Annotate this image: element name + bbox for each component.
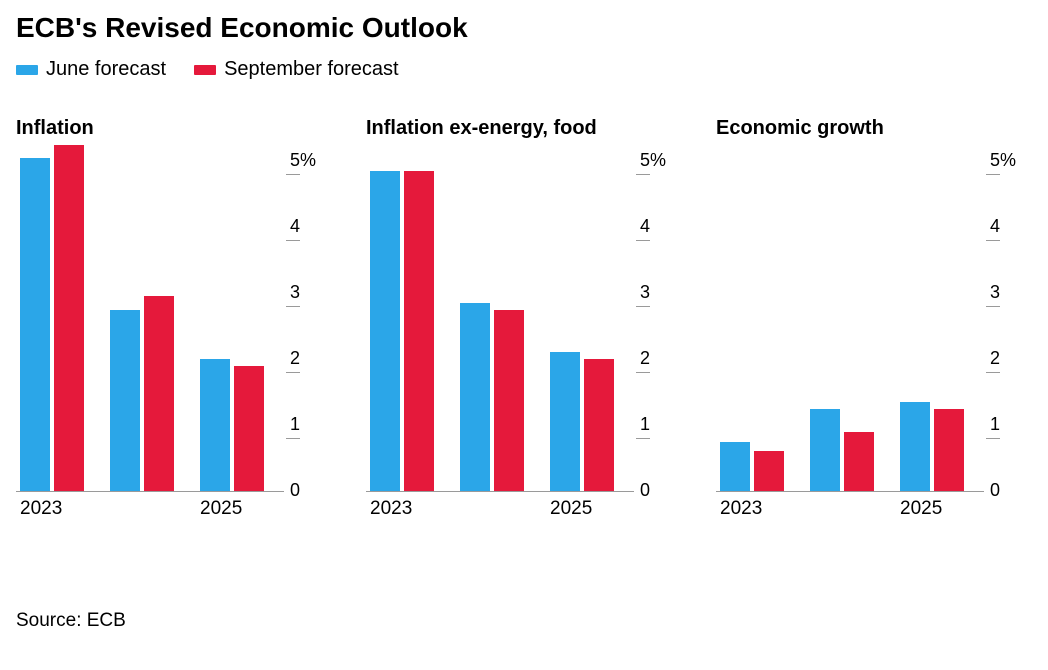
source-text: Source: ECB — [16, 610, 1032, 632]
bar-group — [20, 145, 84, 492]
y-axis: 012345% — [634, 162, 676, 492]
legend-item: June forecast — [16, 58, 166, 81]
legend-swatch — [16, 65, 38, 75]
bar-june — [550, 352, 580, 491]
y-tick-mark — [286, 372, 300, 373]
panel-title: Inflation ex-energy, food — [366, 117, 676, 140]
plot-area — [16, 162, 284, 492]
bar-september — [144, 296, 174, 491]
chart-area: 012345% — [716, 162, 1026, 492]
x-tick-label: 2023 — [720, 498, 762, 520]
y-axis: 012345% — [284, 162, 326, 492]
y-tick-mark — [636, 372, 650, 373]
y-tick-mark — [286, 306, 300, 307]
panel-title: Economic growth — [716, 117, 1026, 140]
y-tick-label: 4 — [290, 216, 300, 237]
legend-label: June forecast — [46, 58, 166, 81]
panels-row: Inflation012345%20232025Inflation ex-ene… — [16, 117, 1032, 528]
y-tick-mark — [286, 240, 300, 241]
bar-september — [754, 451, 784, 491]
y-tick-label: 2 — [290, 348, 300, 369]
legend-swatch — [194, 65, 216, 75]
bar-june — [720, 442, 750, 492]
bar-june — [370, 171, 400, 491]
y-tick-label: 1 — [290, 414, 300, 435]
y-tick-label: 5% — [290, 150, 316, 171]
y-tick-mark — [636, 306, 650, 307]
y-tick-mark — [986, 306, 1000, 307]
chart-area: 012345% — [16, 162, 326, 492]
bar-group — [810, 409, 874, 492]
plot-area — [716, 162, 984, 492]
x-axis: 2023 2025 — [366, 498, 676, 528]
y-tick-label: 3 — [990, 282, 1000, 303]
bar-june — [900, 402, 930, 491]
bar-june — [810, 409, 840, 492]
bar-june — [110, 310, 140, 492]
bar-group — [720, 442, 784, 492]
bar-group — [200, 359, 264, 491]
y-tick-mark — [986, 240, 1000, 241]
y-axis: 012345% — [984, 162, 1026, 492]
y-tick-label: 4 — [640, 216, 650, 237]
bar-june — [200, 359, 230, 491]
bar-june — [20, 158, 50, 491]
y-tick-mark — [986, 174, 1000, 175]
y-tick-mark — [636, 438, 650, 439]
y-tick-mark — [986, 372, 1000, 373]
bar-september — [494, 310, 524, 492]
bar-september — [234, 366, 264, 491]
y-tick-label: 5% — [640, 150, 666, 171]
y-tick-mark — [286, 174, 300, 175]
x-tick-label: 2025 — [200, 498, 242, 520]
x-tick-label: 2023 — [370, 498, 412, 520]
y-tick-mark — [636, 174, 650, 175]
x-axis: 2023 2025 — [716, 498, 1026, 528]
legend-label: September forecast — [224, 58, 399, 81]
page-title: ECB's Revised Economic Outlook — [16, 12, 1032, 44]
bar-september — [584, 359, 614, 491]
chart-area: 012345% — [366, 162, 676, 492]
plot-area — [366, 162, 634, 492]
y-tick-label: 5% — [990, 150, 1016, 171]
bar-group — [370, 171, 434, 491]
y-tick-mark — [986, 438, 1000, 439]
y-tick-label: 1 — [990, 414, 1000, 435]
x-tick-label: 2023 — [20, 498, 62, 520]
y-tick-label: 4 — [990, 216, 1000, 237]
y-tick-mark — [636, 240, 650, 241]
x-tick-label: 2025 — [900, 498, 942, 520]
x-tick-label: 2025 — [550, 498, 592, 520]
legend: June forecast September forecast — [16, 58, 1032, 81]
bar-september — [404, 171, 434, 491]
y-tick-label: 1 — [640, 414, 650, 435]
chart-panel: Economic growth012345%20232025 — [716, 117, 1026, 528]
bar-group — [900, 402, 964, 491]
y-tick-label: 2 — [990, 348, 1000, 369]
bar-group — [110, 296, 174, 491]
bar-group — [460, 303, 524, 491]
y-tick-mark — [286, 438, 300, 439]
bar-september — [844, 432, 874, 491]
x-axis: 2023 2025 — [16, 498, 326, 528]
bar-group — [550, 352, 614, 491]
chart-panel: Inflation ex-energy, food012345%20232025 — [366, 117, 676, 528]
legend-item: September forecast — [194, 58, 399, 81]
chart-panel: Inflation012345%20232025 — [16, 117, 326, 528]
y-tick-label: 3 — [640, 282, 650, 303]
y-tick-label: 3 — [290, 282, 300, 303]
bar-september — [54, 145, 84, 492]
bar-june — [460, 303, 490, 491]
panel-title: Inflation — [16, 117, 326, 140]
bar-september — [934, 409, 964, 492]
y-tick-label: 2 — [640, 348, 650, 369]
